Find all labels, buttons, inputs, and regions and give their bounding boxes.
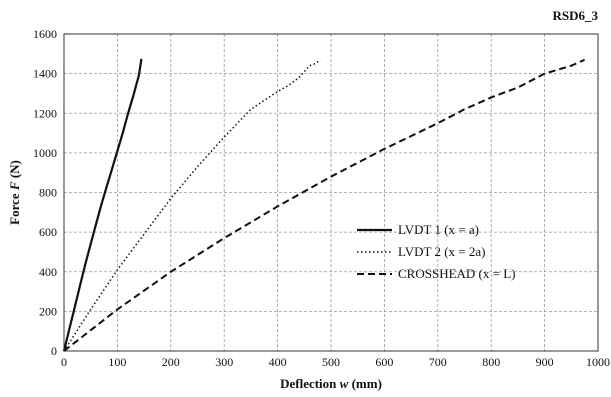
y-axis-title: Force F (N) <box>7 160 22 225</box>
plot-area <box>63 33 599 352</box>
tick-labels: 0 100 200 300 400 500 600 700 800 900 1000 0 200 400 6… <box>33 27 610 369</box>
data-series <box>62 58 586 352</box>
y-tick-label: 1400 <box>33 67 57 81</box>
x-axis-label-prefix: Deflection <box>280 376 340 391</box>
series-line-1 <box>62 58 143 352</box>
y-tick-label: 400 <box>39 265 57 279</box>
grid-lines <box>64 34 598 351</box>
x-tick-label: 0 <box>61 355 67 369</box>
chart-title: RSD6_3 <box>552 8 598 23</box>
legend-label-3: CROSSHEAD (x = L) <box>398 266 515 281</box>
x-tick-label: 800 <box>482 355 500 369</box>
x-tick-label: 200 <box>162 355 180 369</box>
y-axis-label-suffix: (N) <box>7 160 22 181</box>
x-tick-label: 500 <box>322 355 340 369</box>
x-tick-label: 900 <box>536 355 554 369</box>
x-tick-label: 300 <box>215 355 233 369</box>
y-tick-label: 0 <box>51 344 57 358</box>
x-axis-title: Deflection w (mm) <box>280 376 382 391</box>
y-tick-label: 800 <box>39 186 57 200</box>
legend-label-2: LVDT 2 (x = 2a) <box>398 244 486 259</box>
y-tick-label: 1000 <box>33 146 57 160</box>
x-tick-label: 600 <box>375 355 393 369</box>
y-axis-label-prefix: Force <box>7 190 22 225</box>
y-tick-label: 1200 <box>33 106 57 120</box>
x-tick-label: 400 <box>269 355 287 369</box>
legend-label-1: LVDT 1 (x = a) <box>398 222 479 237</box>
legend: LVDT 1 (x = a) LVDT 2 (x = 2a) CROSSHEAD (… <box>357 222 515 281</box>
x-axis-label-suffix: (mm) <box>348 376 382 391</box>
series-line-2 <box>63 59 321 352</box>
series-line-3 <box>63 58 586 352</box>
y-tick-label: 1600 <box>33 27 57 41</box>
y-tick-label: 200 <box>39 304 57 318</box>
x-axis-label-symbol: w <box>340 376 349 391</box>
x-tick-label: 100 <box>108 355 126 369</box>
y-axis-label-symbol: F <box>7 181 22 191</box>
x-tick-label: 1000 <box>586 355 610 369</box>
y-tick-label: 600 <box>39 225 57 239</box>
x-tick-label: 700 <box>429 355 447 369</box>
